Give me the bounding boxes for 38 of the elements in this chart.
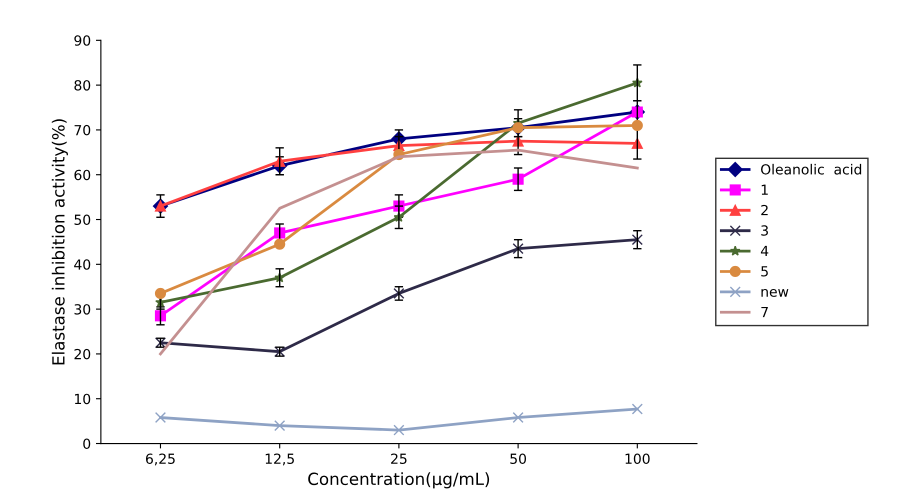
legend-label: 5 (761, 266, 768, 277)
point (512, 122, 524, 134)
y-tick-label: 80 (74, 80, 90, 91)
y-tick-label: 10 (75, 394, 90, 404)
y-tick-label: 50 (74, 214, 90, 225)
x-tick-label: 100 (626, 453, 650, 464)
legend-label: Oleanolic acid (761, 164, 862, 175)
x-tick-label: 25 (391, 453, 407, 464)
y-tick-label: 60 (74, 170, 90, 180)
y-axis-title: Elastase inhibition activity(%) (52, 119, 68, 364)
legend-label: 1 (762, 184, 768, 195)
x-tick-label: 50 (510, 453, 526, 464)
y-tick-label: 30 (74, 304, 90, 315)
point (274, 420, 286, 432)
y-tick-label: 90 (74, 35, 90, 46)
point (154, 288, 166, 299)
point (632, 403, 643, 415)
point (274, 238, 286, 250)
y-tick-label: 70 (74, 124, 90, 136)
point (393, 424, 404, 436)
point (512, 243, 524, 254)
point (512, 412, 524, 424)
legend-label: 7 (761, 306, 768, 318)
x-tick-label: 12,5 (266, 453, 294, 466)
x-tick-label: 6,25 (146, 453, 175, 466)
y-tick-label: 0 (83, 438, 90, 449)
y-tick-label: 40 (74, 259, 90, 270)
legend-label: 3 (761, 225, 768, 236)
point (154, 310, 166, 322)
x-axis-title: Concentration(μg/mL) (308, 472, 490, 488)
y-tick-label: 20 (74, 348, 90, 360)
line-series (159, 148, 639, 356)
legend-label: 2 (761, 204, 768, 216)
point (632, 120, 643, 131)
legend-label: 4 (760, 246, 768, 256)
point (632, 234, 643, 246)
point (154, 412, 166, 424)
legend-label: new (761, 288, 788, 297)
